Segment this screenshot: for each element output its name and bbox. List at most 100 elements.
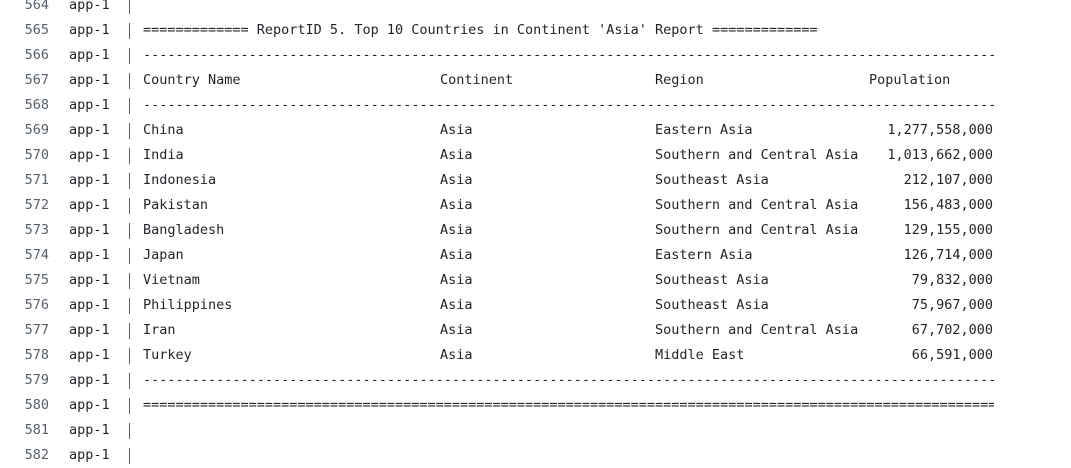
log-line: 571 app-1 Indonesia Asia Southeast Asia 212,1… bbox=[0, 168, 1071, 193]
line-number: 579 bbox=[24, 372, 49, 388]
continent: Asia bbox=[440, 347, 473, 363]
log-line: 577 app-1 Iran Asia Southern and Central Asi… bbox=[0, 318, 1071, 343]
separator-bar bbox=[129, 248, 130, 264]
report-title: ============= ReportID 5. Top 10 Countri… bbox=[143, 22, 818, 38]
service-name: app-1 bbox=[69, 422, 110, 438]
line-number: 569 bbox=[24, 122, 49, 138]
region: Eastern Asia bbox=[655, 247, 753, 263]
line-number: 580 bbox=[24, 397, 49, 413]
line-number: 572 bbox=[24, 197, 49, 213]
country-name: China bbox=[143, 122, 184, 138]
line-number: 570 bbox=[24, 147, 49, 163]
service-name: app-1 bbox=[69, 347, 110, 363]
separator-bar bbox=[129, 273, 130, 289]
line-number: 574 bbox=[24, 247, 49, 263]
separator-bar bbox=[129, 148, 130, 164]
log-line: 564 app-1 bbox=[0, 0, 1071, 18]
line-number: 567 bbox=[24, 72, 49, 88]
log-line: 578 app-1 Turkey Asia Middle East 66,591,000 bbox=[0, 343, 1071, 368]
separator-bar bbox=[129, 23, 130, 39]
log-line: 572 app-1 Pakistan Asia Southern and Central… bbox=[0, 193, 1071, 218]
service-name: app-1 bbox=[69, 272, 110, 288]
service-name: app-1 bbox=[69, 397, 110, 413]
line-number: 578 bbox=[24, 347, 49, 363]
separator-bar bbox=[129, 198, 130, 214]
log-line: 581 app-1 bbox=[0, 418, 1071, 443]
log-line: 566 app-1 --------------------------------… bbox=[0, 43, 1071, 68]
line-number: 581 bbox=[24, 422, 49, 438]
service-name: app-1 bbox=[69, 22, 110, 38]
line-number: 575 bbox=[24, 272, 49, 288]
line-number: 582 bbox=[24, 447, 49, 463]
service-name: app-1 bbox=[69, 447, 110, 463]
population: 212,107,000 bbox=[903, 172, 993, 188]
service-name: app-1 bbox=[69, 47, 110, 63]
country-name: Indonesia bbox=[143, 172, 217, 188]
country-name: Pakistan bbox=[143, 197, 209, 213]
population: 1,277,558,000 bbox=[887, 122, 993, 138]
column-header: Continent bbox=[440, 72, 514, 88]
line-number: 564 bbox=[24, 0, 49, 13]
log-line: 568 app-1 --------------------------------… bbox=[0, 93, 1071, 118]
population: 1,013,662,000 bbox=[887, 147, 993, 163]
log-line: 580 app-1 ================================… bbox=[0, 393, 1071, 418]
service-name: app-1 bbox=[69, 122, 110, 138]
separator-bar bbox=[129, 373, 130, 389]
service-name: app-1 bbox=[69, 97, 110, 113]
region: Southeast Asia bbox=[655, 272, 769, 288]
dash-rule: ----------------------------------------… bbox=[143, 97, 994, 113]
log-line: 574 app-1 Japan Asia Eastern Asia 126,714,000 bbox=[0, 243, 1071, 268]
service-name: app-1 bbox=[69, 0, 110, 13]
dash-rule: ----------------------------------------… bbox=[143, 372, 994, 388]
service-name: app-1 bbox=[69, 197, 110, 213]
population: 126,714,000 bbox=[903, 247, 993, 263]
separator-bar bbox=[129, 98, 130, 114]
country-name: Japan bbox=[143, 247, 184, 263]
region: Eastern Asia bbox=[655, 122, 753, 138]
country-name: Turkey bbox=[143, 347, 192, 363]
separator-bar bbox=[129, 448, 130, 464]
log-line: 582 app-1 bbox=[0, 443, 1071, 468]
population: 79,832,000 bbox=[911, 272, 993, 288]
region: Middle East bbox=[655, 347, 745, 363]
region: Southern and Central Asia bbox=[655, 147, 859, 163]
service-name: app-1 bbox=[69, 147, 110, 163]
separator-bar bbox=[129, 398, 130, 414]
log-line: 573 app-1 Bangladesh Asia Southern and Centr… bbox=[0, 218, 1071, 243]
service-name: app-1 bbox=[69, 322, 110, 338]
separator-bar bbox=[129, 123, 130, 139]
log-line: 569 app-1 China Asia Eastern Asia 1,277,558,0… bbox=[0, 118, 1071, 143]
continent: Asia bbox=[440, 197, 473, 213]
continent: Asia bbox=[440, 147, 473, 163]
line-number: 577 bbox=[24, 322, 49, 338]
country-name: Vietnam bbox=[143, 272, 200, 288]
log-line: 565 app-1 ============= ReportID 5. Top 10… bbox=[0, 18, 1071, 43]
country-name: Iran bbox=[143, 322, 176, 338]
line-number: 566 bbox=[24, 47, 49, 63]
continent: Asia bbox=[440, 272, 473, 288]
line-number: 571 bbox=[24, 172, 49, 188]
service-name: app-1 bbox=[69, 222, 110, 238]
separator-bar bbox=[129, 48, 130, 64]
service-name: app-1 bbox=[69, 172, 110, 188]
line-number: 573 bbox=[24, 222, 49, 238]
log-line: 570 app-1 India Asia Southern and Central As… bbox=[0, 143, 1071, 168]
region: Southern and Central Asia bbox=[655, 197, 859, 213]
log-line: 567 app-1 Country Name Continent Region Popul… bbox=[0, 68, 1071, 93]
column-header: Region bbox=[655, 72, 704, 88]
region: Southeast Asia bbox=[655, 297, 769, 313]
continent: Asia bbox=[440, 297, 473, 313]
service-name: app-1 bbox=[69, 72, 110, 88]
separator-bar bbox=[129, 298, 130, 314]
region: Southern and Central Asia bbox=[655, 322, 859, 338]
log-line: 579 app-1 --------------------------------… bbox=[0, 368, 1071, 393]
line-number: 576 bbox=[24, 297, 49, 313]
log-line: 576 app-1 Philippines Asia Southeast Asia 75,… bbox=[0, 293, 1071, 318]
separator-bar bbox=[129, 173, 130, 189]
continent: Asia bbox=[440, 172, 473, 188]
line-number: 568 bbox=[24, 97, 49, 113]
continent: Asia bbox=[440, 322, 473, 338]
country-name: Bangladesh bbox=[143, 222, 225, 238]
continent: Asia bbox=[440, 122, 473, 138]
